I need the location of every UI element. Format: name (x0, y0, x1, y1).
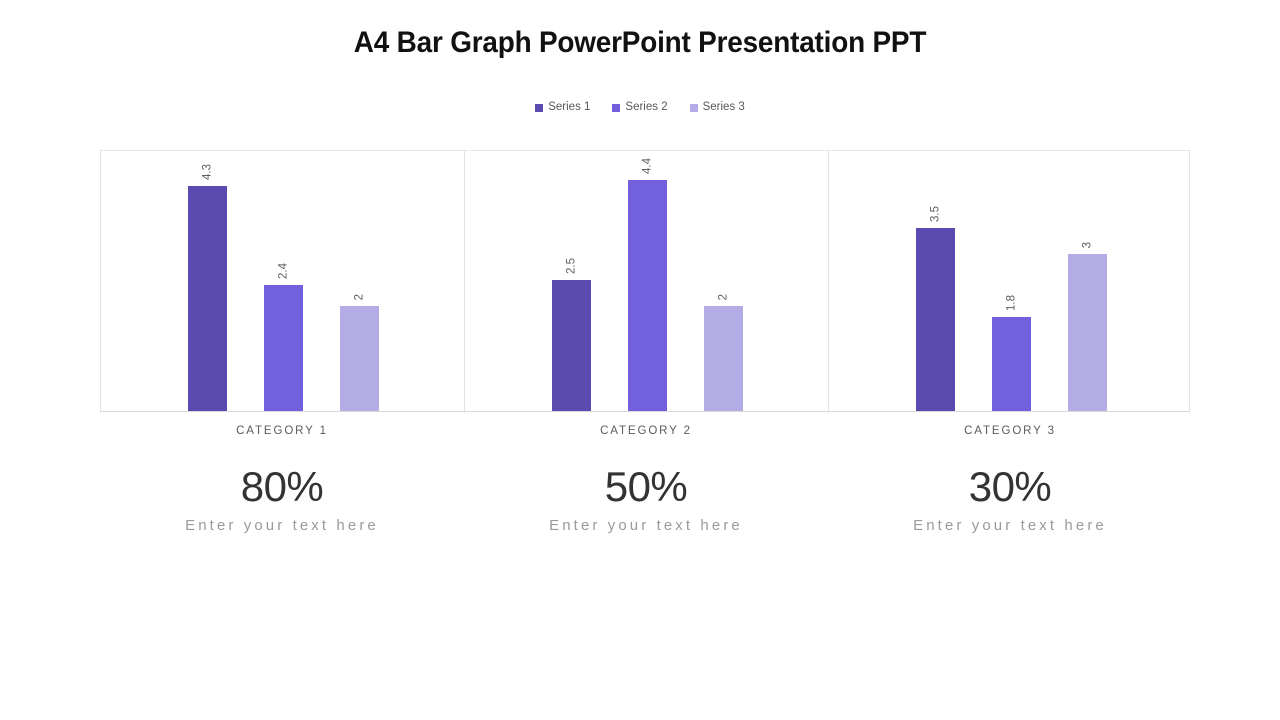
bar-value-label: 2 (352, 293, 365, 300)
bar-series-1[interactable] (552, 280, 591, 411)
bar-series-3[interactable] (704, 306, 743, 411)
bar-value-label: 2.5 (564, 258, 577, 274)
page-title: A4 Bar Graph PowerPoint Presentation PPT (353, 26, 927, 59)
bar-value-label: 3 (1080, 241, 1093, 248)
legend-label: Series 3 (702, 101, 745, 113)
legend-swatch-icon (612, 103, 621, 112)
bar-series-2[interactable] (264, 285, 303, 411)
bar-series-3[interactable] (340, 306, 379, 411)
placeholder-text[interactable]: Enter your text here (549, 517, 743, 534)
bar-value-label: 3.5 (928, 206, 941, 222)
bar-series-2[interactable] (628, 180, 667, 411)
legend-entry-series-1[interactable]: Series 1 (535, 101, 591, 114)
legend-entry-series-3[interactable]: Series 3 (689, 101, 745, 114)
category-axis-label: CATEGORY 1 (236, 425, 328, 437)
bar-group-category-1: 4.3 2.4 2 (100, 149, 464, 411)
placeholder-text[interactable]: Enter your text here (185, 517, 379, 534)
bar-value-label: 2.4 (276, 263, 289, 279)
chart-plot-area: 4.3 2.4 2 2.5 4.4 2 3.5 (100, 149, 1192, 413)
bar-value-label: 4.4 (640, 158, 653, 174)
chart-legend: Series 1 Series 2 Series 3 (0, 101, 1280, 114)
bar-group-category-2: 2.5 4.4 2 (464, 149, 828, 411)
bar-series-2[interactable] (992, 317, 1031, 411)
category-axis-label: CATEGORY 3 (964, 425, 1056, 437)
legend-swatch-icon (535, 103, 544, 112)
plot-divider-1 (464, 151, 465, 413)
percent-value: 80% (240, 463, 324, 510)
legend-entry-series-2[interactable]: Series 2 (612, 101, 668, 114)
legend-swatch-icon (689, 103, 698, 112)
bar-series-1[interactable] (188, 186, 227, 411)
bar-value-label: 2 (716, 293, 729, 300)
plot-divider-right (1189, 151, 1190, 413)
placeholder-text[interactable]: Enter your text here (913, 517, 1107, 534)
bar-group-category-3: 3.5 1.8 3 (828, 149, 1192, 411)
category-block-3: CATEGORY 3 30% Enter your text here (828, 422, 1192, 535)
plot-divider-left (100, 151, 101, 413)
bar-series-3[interactable] (1068, 254, 1107, 411)
bar-value-label: 1.8 (1004, 295, 1017, 311)
legend-label: Series 2 (625, 101, 668, 113)
bar-series-1[interactable] (916, 228, 955, 411)
bar-value-label: 4.3 (200, 164, 213, 180)
category-axis-label: CATEGORY 2 (600, 425, 692, 437)
category-block-1: CATEGORY 1 80% Enter your text here (100, 422, 464, 535)
category-block-2: CATEGORY 2 50% Enter your text here (464, 422, 828, 535)
percent-value: 30% (968, 463, 1052, 510)
legend-label: Series 1 (548, 101, 591, 113)
plot-divider-2 (828, 151, 829, 413)
percent-value: 50% (604, 463, 688, 510)
